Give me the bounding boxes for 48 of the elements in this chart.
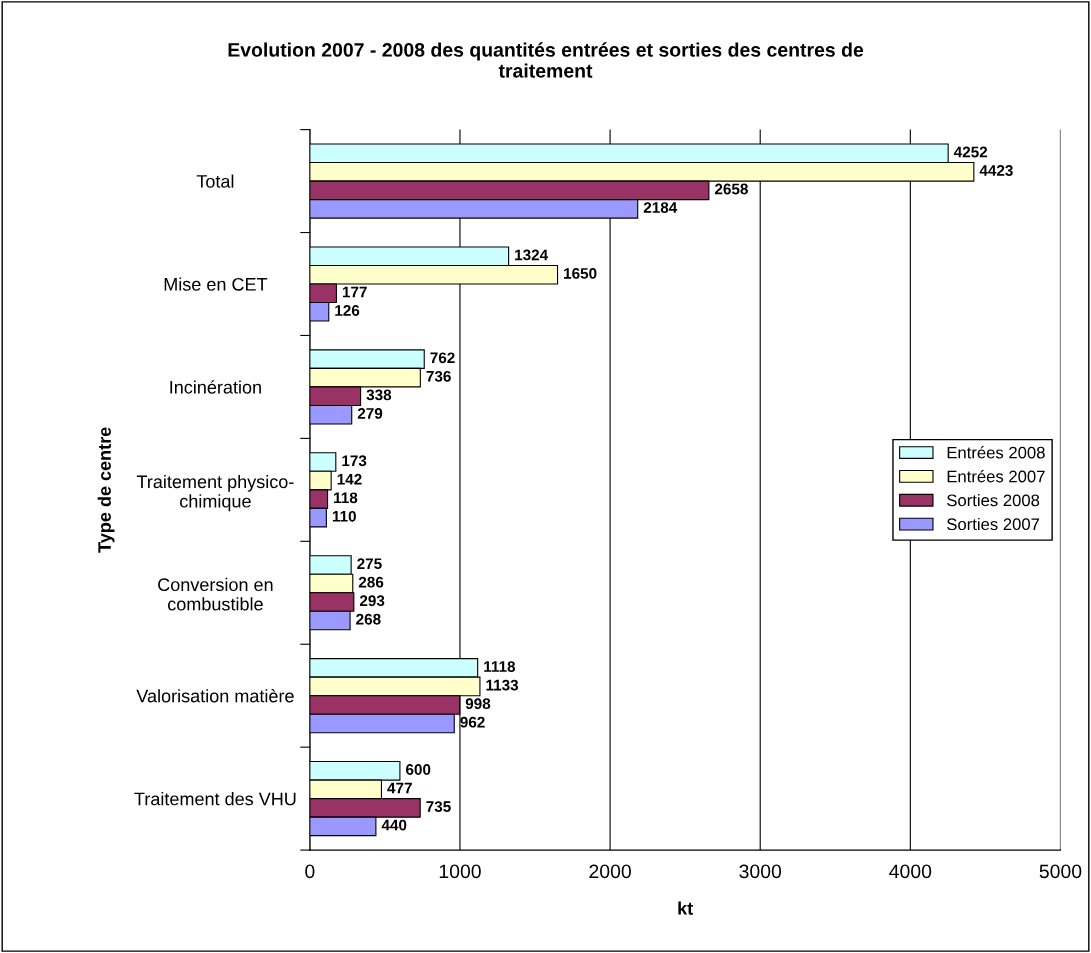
x-tick-label: 1000 — [439, 864, 481, 879]
data-label: 1133 — [486, 679, 519, 691]
data-label: 962 — [460, 716, 485, 728]
data-label: 600 — [406, 764, 431, 775]
x-axis-title: kt — [678, 901, 693, 915]
data-label: 142 — [337, 473, 362, 485]
y-axis-title: Type de centre — [97, 427, 115, 553]
x-tick-label: 0 — [305, 864, 315, 879]
data-label: 477 — [387, 782, 412, 794]
data-label: 268 — [356, 613, 381, 625]
data-label: 762 — [430, 352, 455, 364]
data-label: 735 — [426, 801, 451, 812]
legend-label: Sorties 2008 — [947, 494, 1040, 507]
data-label: 118 — [334, 492, 358, 504]
x-tick-label: 5000 — [1039, 864, 1082, 879]
x-tick-label: 3000 — [739, 864, 782, 879]
data-label: 275 — [357, 558, 382, 570]
data-label: 4423 — [979, 165, 1013, 176]
y-tick-label: Incinération — [170, 380, 261, 394]
data-label: 177 — [342, 286, 367, 298]
data-label: 126 — [335, 305, 360, 316]
data-label: 4252 — [953, 146, 988, 158]
y-tick-label: Conversion en combustible — [158, 577, 273, 611]
data-label: 998 — [465, 698, 491, 710]
x-tick-label: 2000 — [589, 864, 631, 879]
legend-label: Entrées 2008 — [947, 446, 1045, 459]
data-label: 736 — [426, 370, 451, 382]
data-label: 2184 — [643, 202, 678, 213]
data-label: 1324 — [515, 249, 549, 261]
y-tick-label: Valorisation matière — [136, 688, 294, 703]
data-label: 173 — [342, 455, 367, 467]
x-tick-label: 4000 — [889, 864, 932, 879]
data-label: 293 — [359, 595, 385, 607]
legend-label: Entrées 2007 — [947, 469, 1045, 483]
data-label: 440 — [381, 819, 407, 831]
data-label: 279 — [357, 407, 383, 419]
data-label: 286 — [358, 576, 384, 588]
data-label: 1650 — [564, 268, 597, 279]
legend-label: Sorties 2007 — [947, 517, 1040, 531]
y-tick-label: Traitement physico- chimique — [136, 474, 294, 512]
data-label: 110 — [332, 510, 356, 522]
data-label: 2658 — [714, 183, 748, 195]
data-label: 338 — [366, 389, 392, 401]
y-tick-label: Mise en CET — [164, 277, 268, 291]
y-tick-label: Total — [196, 174, 234, 188]
chart-title: Evolution 2007 - 2008 des quantités entrées et sorties des centres de traitement — [228, 42, 864, 78]
data-label: 1118 — [484, 661, 516, 672]
y-tick-label: Traitement des VHU — [134, 792, 296, 806]
